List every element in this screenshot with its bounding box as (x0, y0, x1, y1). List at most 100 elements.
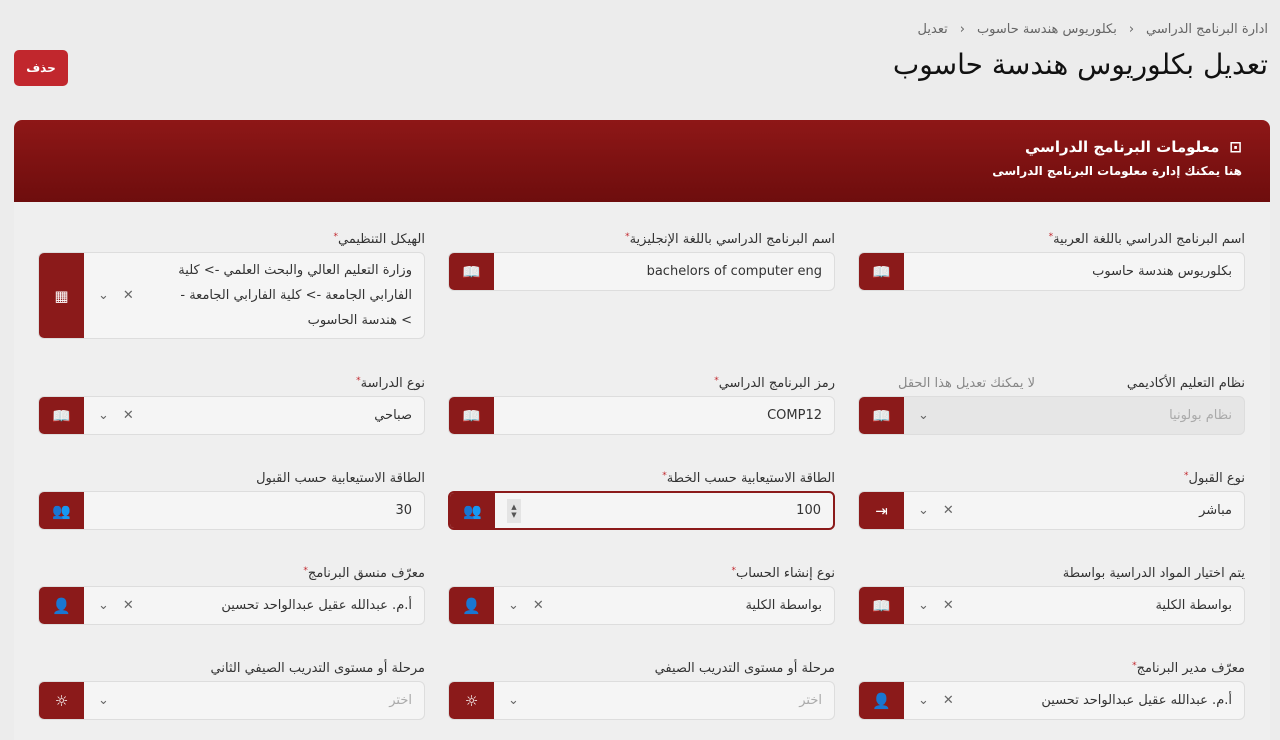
field-training-2: مرحلة أو مستوى التدريب الصيفي الثاني ☼ ⌄ ا… (38, 661, 425, 720)
field-org-structure: الهيكل التنظيمي* ▦ ⌄ ✕ وزارة التعليم العالي… (38, 232, 425, 339)
breadcrumb-programs[interactable]: ادارة البرنامج الدراسي (1146, 22, 1268, 37)
label: الهيكل التنظيمي (337, 232, 425, 247)
book-icon: 📖 (39, 397, 84, 434)
user-plus-icon: 👤 (449, 587, 494, 624)
chevron-down-icon[interactable]: ⌄ (98, 598, 109, 613)
book-icon: 📖 (859, 397, 904, 434)
delete-button[interactable]: حذف (14, 50, 68, 86)
building-icon: ▦ (39, 253, 84, 338)
placeholder: اختر (799, 693, 822, 708)
label: معرّف مدير البرنامج (1136, 661, 1245, 676)
academic-system-select[interactable]: 📖 ⌄ نظام بولونيا (858, 396, 1245, 435)
clear-icon[interactable]: ✕ (942, 598, 954, 613)
sun-icon: ☼ (39, 682, 84, 719)
number-stepper[interactable]: ▲ ▼ (507, 498, 521, 523)
field-capacity-plan: الطاقة الاستيعابية حسب الخطة* 👥 ▲ ▼ 100 (448, 471, 835, 530)
sun-icon: ☼ (449, 682, 494, 719)
value: بكلوريوس هندسة حاسوب (1092, 264, 1232, 279)
clear-icon[interactable]: ✕ (942, 693, 954, 708)
user-icon: 👤 (859, 682, 904, 719)
chevron-down-icon[interactable]: ⌄ (98, 693, 109, 708)
chevron-down-icon[interactable]: ⌄ (508, 598, 519, 613)
field-admission-type: نوع القبول* ⇥ ⌄ ✕ مباشر (858, 471, 1245, 530)
book-icon: 📖 (449, 253, 494, 290)
label: نوع إنشاء الحساب (735, 566, 835, 581)
label: الطاقة الاستيعابية حسب الخطة (666, 471, 835, 486)
label: نوع الدراسة (360, 376, 425, 391)
chevron-down-icon[interactable]: ⌄ (98, 288, 109, 303)
chevron-down-icon[interactable]: ⌄ (918, 503, 929, 518)
clear-icon[interactable]: ✕ (942, 503, 954, 518)
account-type-select[interactable]: 👤 ⌄ ✕ بواسطة الكلية (448, 586, 835, 625)
value: bachelors of computer eng (646, 264, 822, 279)
manager-select[interactable]: 👤 ⌄ ✕ أ.م. عبدالله عقيل عبدالواحد تحسين (858, 681, 1245, 720)
value: نظام بولونيا (1169, 408, 1232, 423)
clear-icon[interactable]: ✕ (122, 598, 134, 613)
clear-icon[interactable]: ✕ (122, 288, 134, 303)
chevron-down-icon[interactable]: ⌄ (98, 408, 109, 423)
login-icon: ⇥ (859, 492, 904, 529)
field-name-en: اسم البرنامج الدراسي باللغة الإنجليزية* … (448, 232, 835, 291)
chevron-down-icon[interactable]: ⌄ (918, 598, 929, 613)
org-structure-select[interactable]: ▦ ⌄ ✕ وزارة التعليم العالي والبحث العلمي ->… (38, 252, 425, 339)
label: مرحلة أو مستوى التدريب الصيفي (654, 661, 835, 676)
label: نظام التعليم الأكاديمي (1126, 376, 1245, 391)
value: مباشر (1199, 503, 1232, 518)
section-subtitle: هنا يمكنك إدارة معلومات البرنامج الدراسى (992, 164, 1242, 178)
field-program-code: رمز البرنامج الدراسي* 📖 COMP12 (448, 376, 835, 435)
value: 100 (796, 503, 821, 518)
name-ar-input[interactable]: 📖 بكلوريوس هندسة حاسوب (858, 252, 1245, 291)
value: وزارة التعليم العالي والبحث العلمي -> كل… (178, 263, 412, 328)
field-manager: معرّف مدير البرنامج* 👤 ⌄ ✕ أ.م. عبدالله عقي… (858, 661, 1245, 720)
breadcrumb-program[interactable]: بكلوريوس هندسة حاسوب (976, 22, 1117, 37)
program-code-input[interactable]: 📖 COMP12 (448, 396, 835, 435)
training-1-select[interactable]: ☼ ⌄ اختر (448, 681, 835, 720)
book-icon: 📖 (859, 253, 904, 290)
value: بواسطة الكلية (745, 598, 822, 613)
study-type-select[interactable]: 📖 ⌄ ✕ صباحي (38, 396, 425, 435)
coordinator-select[interactable]: 👤 ⌄ ✕ أ.م. عبدالله عقيل عبدالواحد تحسين (38, 586, 425, 625)
breadcrumb-edit: تعديل (917, 22, 948, 37)
label: اسم البرنامج الدراسي باللغة العربية (1053, 232, 1245, 247)
field-coordinator: معرّف منسق البرنامج* 👤 ⌄ ✕ أ.م. عبدالله عقي… (38, 566, 425, 625)
chevron-down-icon[interactable]: ⌄ (508, 693, 519, 708)
label: اسم البرنامج الدراسي باللغة الإنجليزية (629, 232, 835, 247)
chevron-icon: ‹ (959, 22, 965, 37)
clear-icon[interactable]: ✕ (532, 598, 544, 613)
breadcrumb: ادارة البرنامج الدراسي ‹ بكلوريوس هندسة ح… (918, 22, 1268, 37)
capacity-admission-input[interactable]: 👥 30 (38, 491, 425, 530)
users-icon: 👥 (39, 492, 84, 529)
field-training-1: مرحلة أو مستوى التدريب الصيفي ☼ ⌄ اختر (448, 661, 835, 720)
readonly-note: لا يمكنك تعديل هذا الحقل (898, 376, 1035, 391)
chevron-down-icon[interactable]: ⌄ (918, 408, 929, 423)
clear-icon[interactable]: ✕ (122, 408, 134, 423)
label: معرّف منسق البرنامج (307, 566, 425, 581)
book-icon: 📖 (449, 397, 494, 434)
label: الطاقة الاستيعابية حسب القبول (256, 471, 425, 486)
training-2-select[interactable]: ☼ ⌄ اختر (38, 681, 425, 720)
value: صباحي (374, 408, 412, 423)
user-icon: 👤 (39, 587, 84, 624)
courses-by-select[interactable]: 📖 ⌄ ✕ بواسطة الكلية (858, 586, 1245, 625)
label: رمز البرنامج الدراسي (718, 376, 835, 391)
chevron-icon: ‹ (1128, 22, 1135, 37)
label: مرحلة أو مستوى التدريب الصيفي الثاني (210, 661, 425, 676)
field-courses-by: يتم اختيار المواد الدراسية بواسطة 📖 ⌄ ✕ بوا… (858, 566, 1245, 625)
value: أ.م. عبدالله عقيل عبدالواحد تحسين (1041, 693, 1232, 708)
name-en-input[interactable]: 📖 bachelors of computer eng (448, 252, 835, 291)
label: نوع القبول (1188, 471, 1245, 486)
presentation-icon: ⊡ (1229, 138, 1242, 156)
field-capacity-admission: الطاقة الاستيعابية حسب القبول 👥 30 (38, 471, 425, 530)
section-title: معلومات البرنامج الدراسي (1024, 138, 1220, 156)
admission-type-select[interactable]: ⇥ ⌄ ✕ مباشر (858, 491, 1245, 530)
field-account-type: نوع إنشاء الحساب* 👤 ⌄ ✕ بواسطة الكلية (448, 566, 835, 625)
book-icon: 📖 (859, 587, 904, 624)
value: أ.م. عبدالله عقيل عبدالواحد تحسين (221, 598, 412, 613)
section-header: ⊡ معلومات البرنامج الدراسي هنا يمكنك إدار… (14, 120, 1270, 202)
placeholder: اختر (389, 693, 412, 708)
users-icon: 👥 (450, 493, 495, 528)
chevron-down-icon[interactable]: ⌄ (918, 693, 929, 708)
field-academic-system: نظام التعليم الأكاديمي لا يمكنك تعديل هذا… (858, 376, 1245, 435)
field-name-ar: اسم البرنامج الدراسي باللغة العربية* 📖 بك… (858, 232, 1245, 291)
capacity-plan-input[interactable]: 👥 ▲ ▼ 100 (448, 491, 835, 530)
